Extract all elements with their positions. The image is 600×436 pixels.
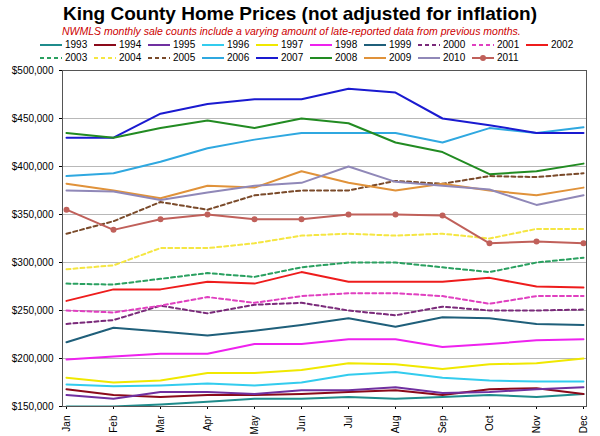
svg-text:Jan: Jan (61, 416, 72, 432)
html-text:1995: 1995 (173, 39, 196, 50)
svg-text:Sep: Sep (437, 415, 448, 433)
html-text:2007: 2007 (281, 52, 304, 63)
html-text:1999: 1999 (389, 39, 412, 50)
svg-text:Nov: Nov (531, 416, 542, 434)
html-text:King County Home Prices (not a: King County Home Prices (not adjusted fo… (63, 3, 537, 24)
svg-text:Mar: Mar (155, 415, 166, 433)
html-text:2011: 2011 (497, 52, 519, 63)
svg-text:Dec: Dec (578, 416, 589, 434)
svg-text:Feb: Feb (108, 415, 119, 433)
svg-text:$150,000: $150,000 (12, 401, 54, 412)
html-text:1998: 1998 (335, 39, 358, 50)
svg-text:Aug: Aug (390, 416, 401, 434)
html-text:2009: 2009 (389, 52, 412, 63)
svg-text:Oct: Oct (484, 415, 495, 431)
svg-text:$500,000: $500,000 (12, 65, 54, 76)
html-text:2000: 2000 (443, 39, 466, 50)
svg-text:$450,000: $450,000 (12, 113, 54, 124)
html-text:2005: 2005 (173, 52, 196, 63)
html-text:2010: 2010 (443, 52, 466, 63)
svg-text:May: May (249, 416, 260, 435)
html-text:NWMLS monthly sale counts incl: NWMLS monthly sale counts include a vary… (62, 25, 521, 37)
html-text:1993: 1993 (65, 39, 88, 50)
html-text:2002: 2002 (551, 39, 574, 50)
html-text:1994: 1994 (119, 39, 142, 50)
svg-text:$300,000: $300,000 (12, 257, 54, 268)
html-text:2004: 2004 (119, 52, 142, 63)
svg-text:$400,000: $400,000 (12, 161, 54, 172)
svg-text:$250,000: $250,000 (12, 305, 54, 316)
svg-text:Jul: Jul (343, 416, 354, 429)
svg-text:$350,000: $350,000 (12, 209, 54, 220)
html-text:2003: 2003 (65, 52, 88, 63)
html-text:1997: 1997 (281, 39, 304, 50)
svg-text:Apr: Apr (202, 415, 213, 431)
svg-text:$200,000: $200,000 (12, 353, 54, 364)
html-text:2008: 2008 (335, 52, 358, 63)
html-text:2001: 2001 (497, 39, 520, 50)
html-text:2006: 2006 (227, 52, 250, 63)
svg-text:Jun: Jun (296, 416, 307, 432)
html-text:1996: 1996 (227, 39, 250, 50)
